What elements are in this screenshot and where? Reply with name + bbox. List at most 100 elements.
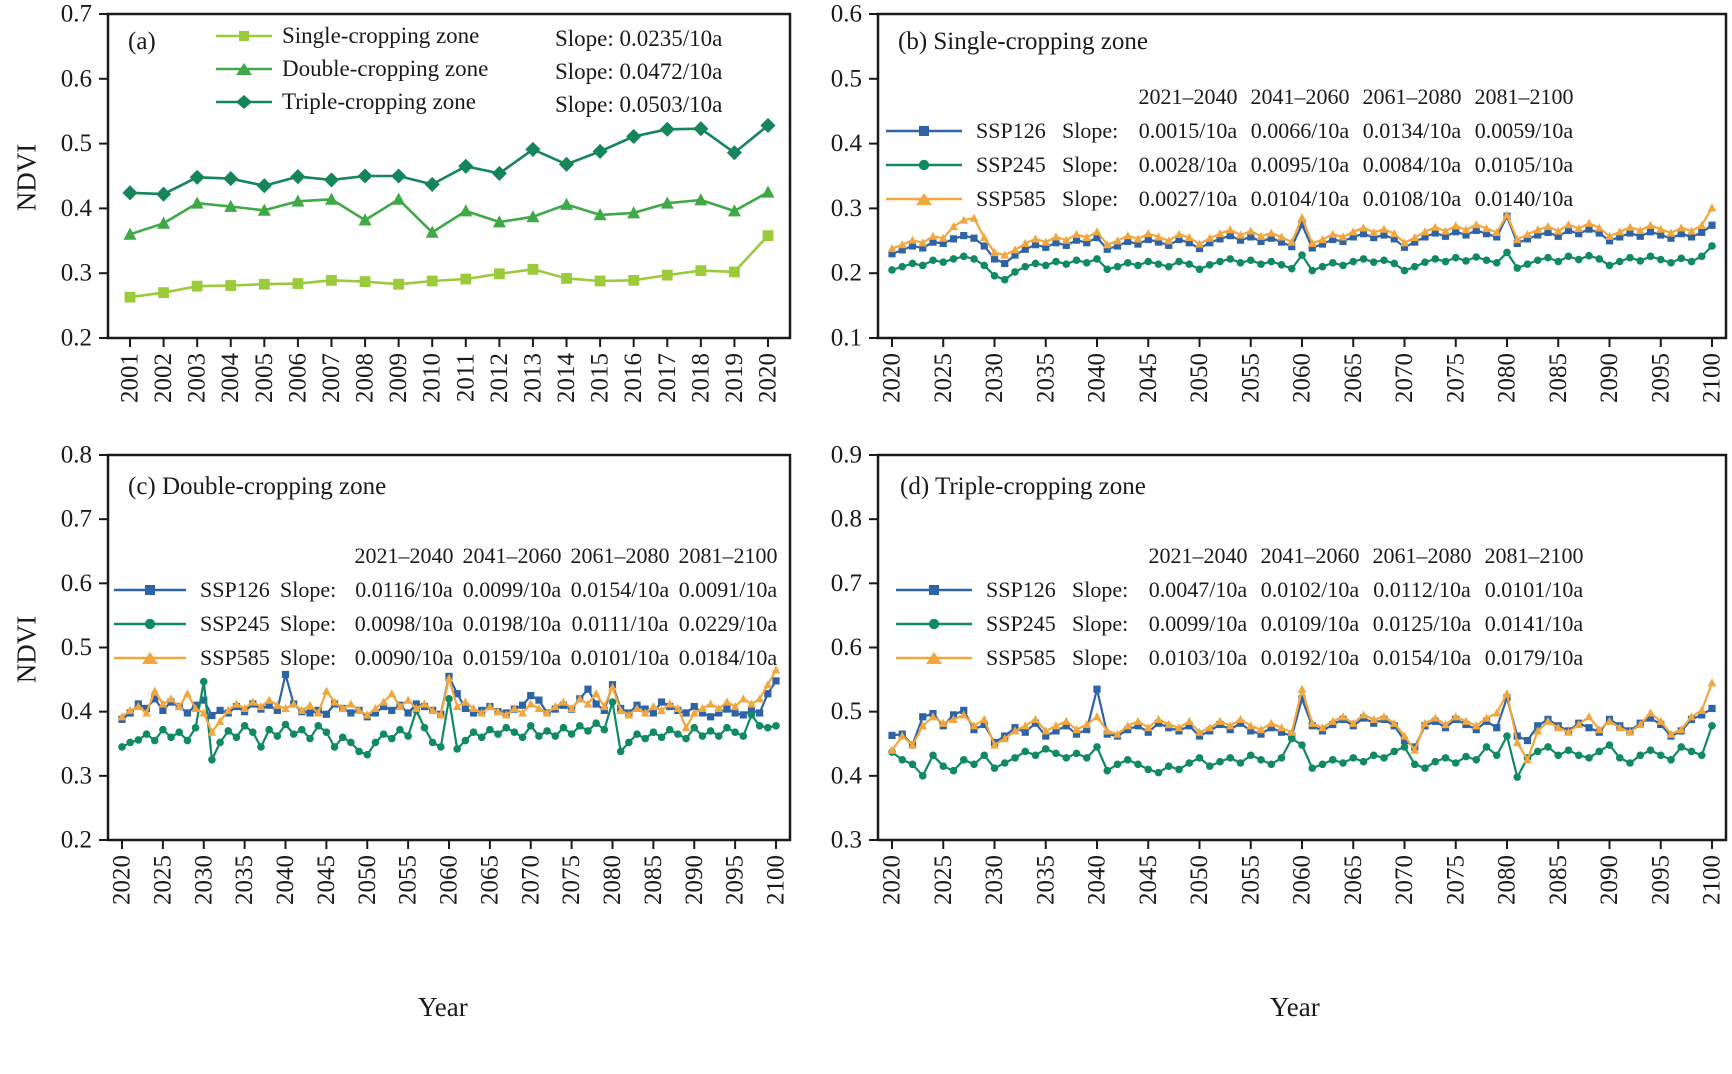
svg-text:2025: 2025 [930, 855, 957, 905]
svg-text:2090: 2090 [681, 855, 708, 905]
slope-value: 0.0103/10a [1148, 645, 1248, 670]
panel-a-overlay: (a) Single-cropping zone Double-cropping… [108, 14, 790, 338]
svg-text:2007: 2007 [318, 353, 345, 403]
slope-value: 0.0192/10a [1260, 645, 1360, 670]
period-header: 2061–2080 [1362, 84, 1462, 109]
ssp126-marker-icon [886, 126, 962, 136]
slope-word: Slope: [280, 611, 337, 636]
panel-d-title: (d) Triple-cropping zone [900, 473, 1146, 500]
ssp585-marker-icon [886, 193, 962, 205]
svg-text:2040: 2040 [1084, 353, 1111, 403]
svg-text:0.5: 0.5 [61, 130, 92, 157]
period-header: 2081–2100 [1474, 84, 1574, 109]
svg-text:2050: 2050 [1186, 855, 1213, 905]
svg-text:2010: 2010 [419, 353, 446, 403]
series-line-Double-cropping zone [129, 191, 769, 236]
slope-value: 0.0104/10a [1250, 186, 1350, 211]
series-name: SSP126 [986, 577, 1056, 602]
slope-value: 0.0105/10a [1474, 152, 1574, 177]
svg-text:2050: 2050 [354, 855, 381, 905]
svg-text:2016: 2016 [620, 353, 647, 403]
single-zone-marker-icon [216, 31, 272, 41]
ssp585-marker-icon [896, 652, 972, 664]
slope-value: 0.0179/10a [1484, 645, 1584, 670]
period-header: 2021–2040 [1148, 543, 1248, 568]
slope-value: 0.0095/10a [1250, 152, 1350, 177]
slope-value: 0.0112/10a [1373, 577, 1471, 602]
svg-text:2055: 2055 [1237, 855, 1264, 905]
svg-text:2025: 2025 [930, 353, 957, 403]
svg-text:2085: 2085 [640, 855, 667, 905]
ssp126-marker-icon [896, 585, 972, 595]
slope-value: 0.0154/10a [1372, 645, 1472, 670]
y-axis-label-top: NDVI [11, 143, 42, 212]
svg-text:2055: 2055 [1237, 353, 1264, 403]
panel-d-overlay: (d) Triple-cropping zone 2021–2040 2041–… [878, 455, 1726, 840]
slope-value: 0.0027/10a [1138, 186, 1238, 211]
svg-text:2075: 2075 [558, 855, 585, 905]
svg-text:2001: 2001 [117, 353, 144, 403]
panel-c-plot: 0.2 0.3 0.4 0.5 0.6 0.7 0.8 2020 2025 2030 2035 204… [61, 442, 792, 905]
svg-text:2055: 2055 [395, 855, 422, 905]
slope-value: 0.0091/10a [678, 577, 778, 602]
svg-text:2100: 2100 [1699, 855, 1726, 905]
slope-single: Slope: 0.0235/10a [555, 26, 723, 51]
panel-d-slope-table: 2021–2040 2041–2060 2061–2080 2081–2100 … [894, 539, 1590, 675]
slope-value: 0.0184/10a [678, 645, 778, 670]
slope-value: 0.0101/10a [570, 645, 670, 670]
slope-value: 0.0066/10a [1250, 118, 1350, 143]
svg-text:0.8: 0.8 [831, 506, 862, 533]
period-header: 2081–2100 [678, 543, 778, 568]
svg-text:2035: 2035 [1032, 855, 1059, 905]
svg-text:2011: 2011 [452, 353, 479, 402]
svg-text:2002: 2002 [150, 353, 177, 403]
svg-text:2050: 2050 [1186, 353, 1213, 403]
svg-text:2030: 2030 [190, 855, 217, 905]
svg-text:2085: 2085 [1545, 855, 1572, 905]
slope-word: Slope: [1072, 645, 1129, 670]
svg-text:2080: 2080 [1494, 855, 1521, 905]
svg-text:2100: 2100 [1699, 353, 1726, 403]
series-name: SSP126 [200, 577, 270, 602]
x-axis-label-left: Year [418, 992, 468, 1022]
series-name: SSP245 [200, 611, 270, 636]
panel-c-slope-table: 2021–2040 2041–2060 2061–2080 2081–2100 … [112, 539, 782, 675]
legend-item-double: Double-cropping zone [216, 56, 488, 81]
panel-c-overlay: (c) Double-cropping zone 2021–2040 2041–… [108, 455, 790, 840]
panel-a-legend: Single-cropping zone Double-cropping zon… [216, 23, 488, 114]
slope-double: Slope: 0.0472/10a [555, 59, 723, 84]
svg-text:0.4: 0.4 [831, 130, 863, 157]
slope-value: 0.0099/10a [1148, 611, 1248, 636]
svg-text:0.7: 0.7 [831, 570, 862, 597]
svg-text:2008: 2008 [352, 353, 379, 403]
svg-text:0.6: 0.6 [61, 570, 92, 597]
svg-text:2035: 2035 [1032, 353, 1059, 403]
slope-word: Slope: [1072, 611, 1129, 636]
svg-text:2003: 2003 [184, 353, 211, 403]
svg-text:2070: 2070 [1391, 855, 1418, 905]
triple-zone-marker-icon [216, 95, 272, 109]
svg-text:2060: 2060 [436, 855, 463, 905]
svg-text:2004: 2004 [217, 353, 244, 404]
slope-value: 0.0028/10a [1138, 152, 1238, 177]
svg-text:2060: 2060 [1289, 855, 1316, 905]
slope-value: 0.0229/10a [678, 611, 778, 636]
period-header: 2061–2080 [1372, 543, 1472, 568]
svg-text:0.5: 0.5 [831, 65, 862, 92]
panel-b-slope-table: 2021–2040 2041–2060 2061–2080 2081–2100 … [884, 80, 1580, 216]
slope-value: 0.0154/10a [570, 577, 670, 602]
svg-text:2080: 2080 [599, 855, 626, 905]
svg-text:0.7: 0.7 [61, 506, 92, 533]
svg-text:2030: 2030 [981, 855, 1008, 905]
period-header: 2081–2100 [1484, 543, 1584, 568]
panel-b-title: (b) Single-cropping zone [898, 28, 1148, 55]
period-header: 2041–2060 [1250, 84, 1350, 109]
panel-a-slopes: Slope: 0.0235/10a Slope: 0.0472/10a Slop… [555, 22, 722, 121]
slope-value: 0.0116/10a [355, 577, 453, 602]
svg-text:0.3: 0.3 [831, 195, 862, 222]
svg-text:2025: 2025 [149, 855, 176, 905]
legend-label-single: Single-cropping zone [282, 23, 480, 48]
svg-text:2012: 2012 [486, 353, 513, 403]
slope-value: 0.0198/10a [462, 611, 562, 636]
series-name: SSP585 [976, 186, 1046, 211]
